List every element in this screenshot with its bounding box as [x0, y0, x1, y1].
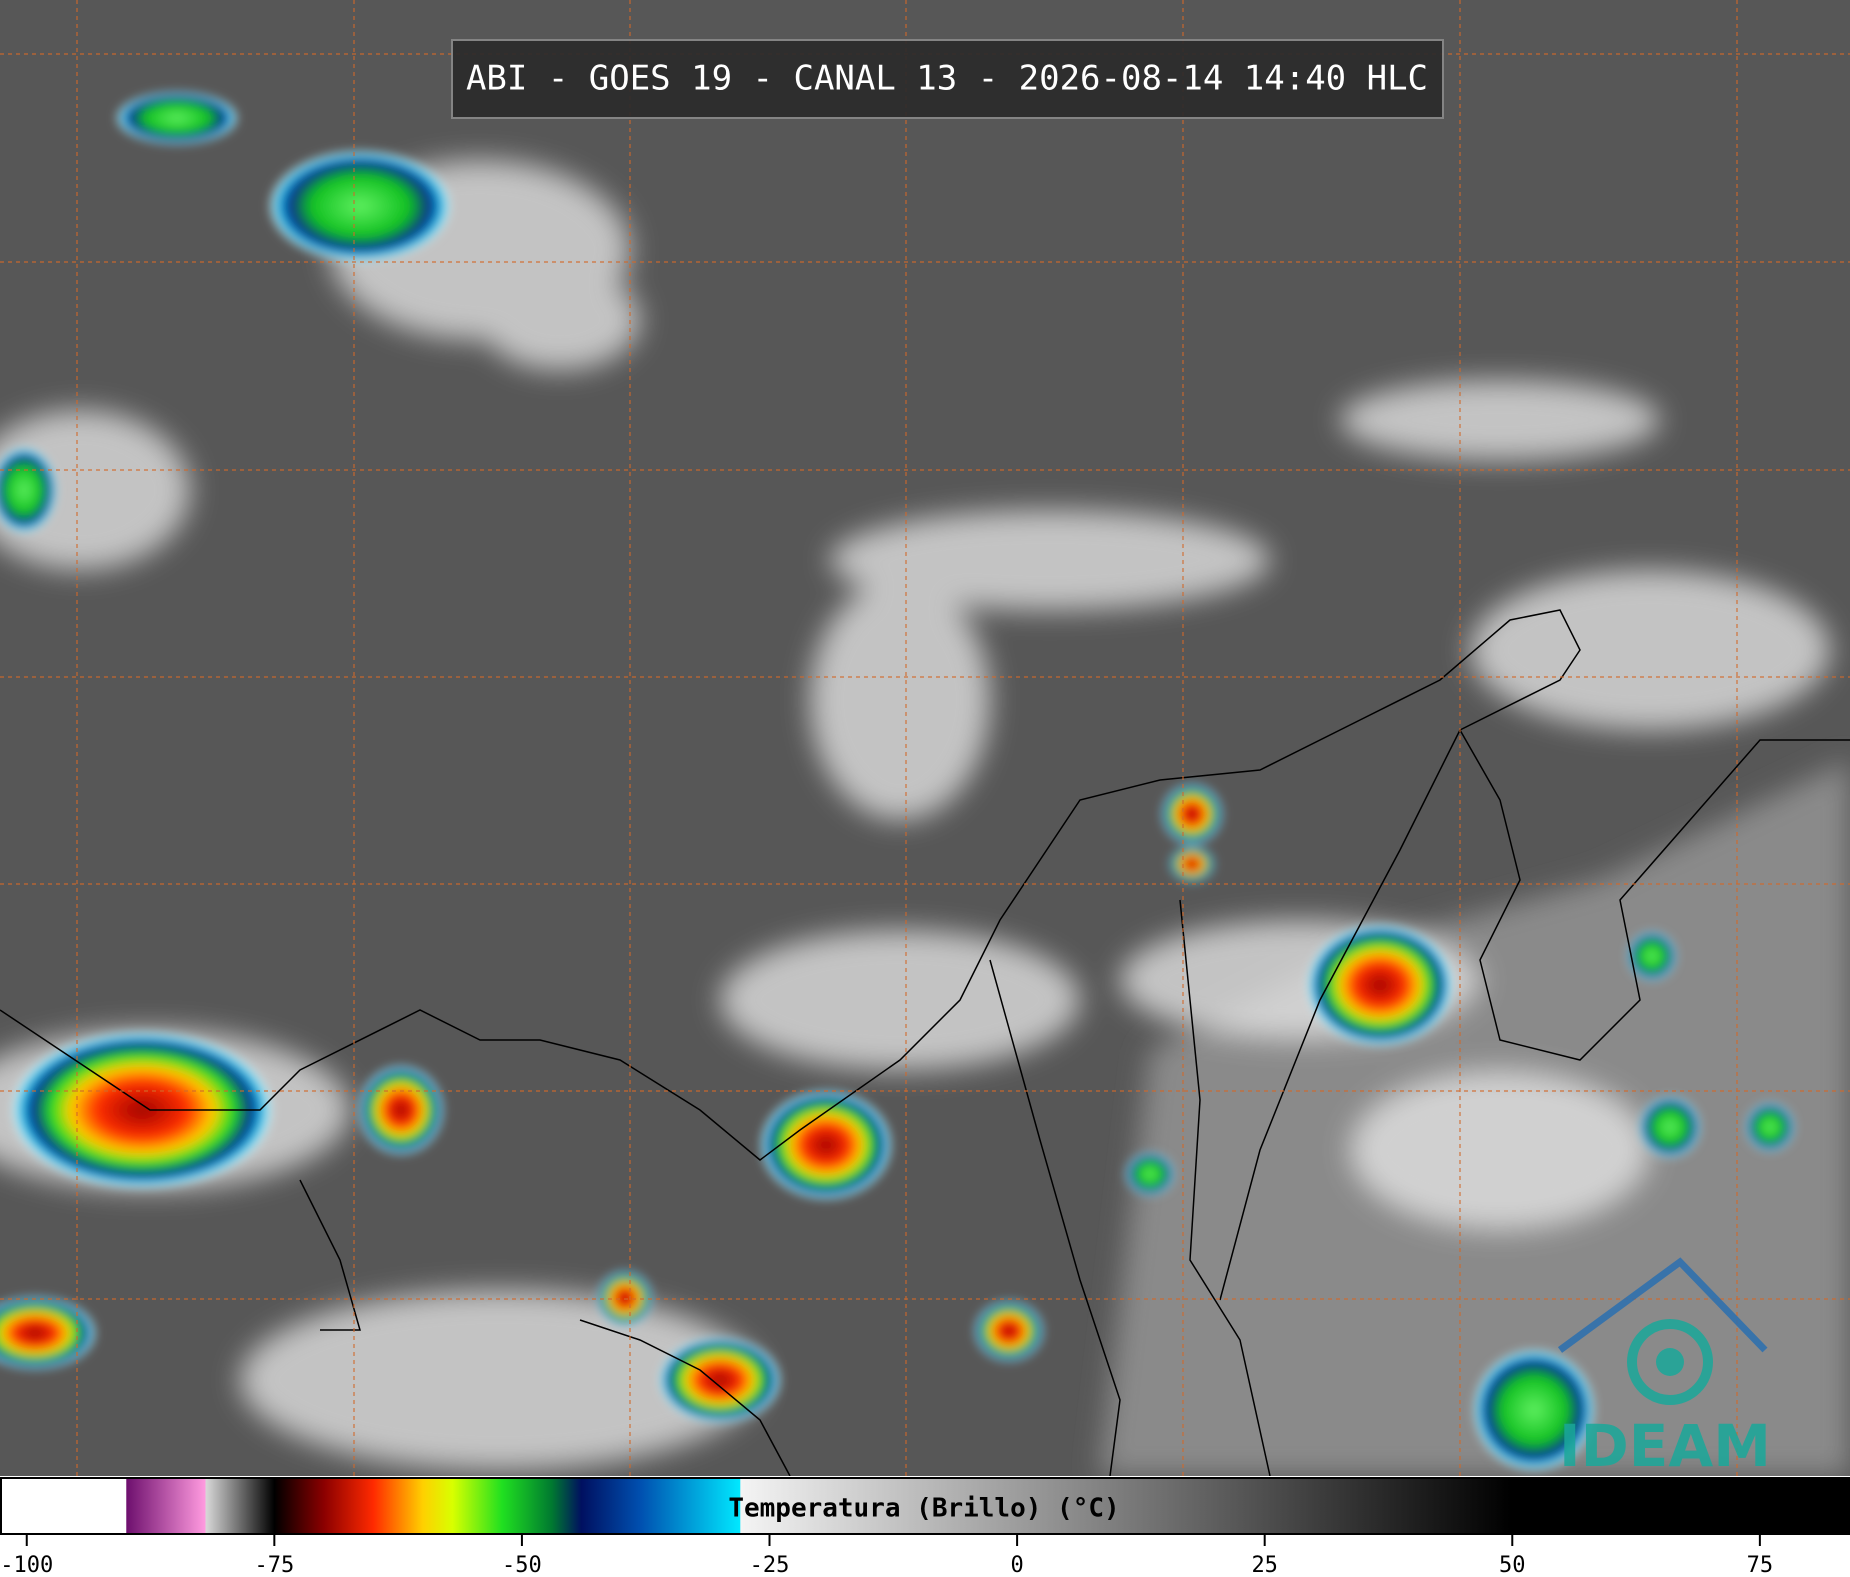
logo: IDEAM: [1557, 1257, 1771, 1480]
logo-text: IDEAM: [1559, 1412, 1771, 1480]
tick-label: 0: [1010, 1553, 1023, 1577]
tick-label: -75: [254, 1553, 294, 1577]
imagery: [0, 0, 1850, 1477]
tick-label: -100: [0, 1553, 53, 1577]
title: ABI - GOES 19 - CANAL 13 - 2026-08-14 14…: [466, 59, 1428, 99]
colorbar: Temperatura (Brillo) (°C) -100 -75 -50 -25 0…: [0, 1476, 1850, 1577]
tick-label: 50: [1499, 1553, 1526, 1577]
title-box: ABI - GOES 19 - CANAL 13 - 2026-08-14 14…: [451, 39, 1444, 119]
tick-label: -25: [750, 1553, 790, 1577]
tick-label: 25: [1251, 1553, 1278, 1577]
tick-label: 75: [1747, 1553, 1774, 1577]
colorbar-label: Temperatura (Brillo) (°C): [728, 1494, 1119, 1524]
colorbar-ramp: [0, 1477, 1850, 1535]
tick-label: -50: [502, 1553, 542, 1577]
